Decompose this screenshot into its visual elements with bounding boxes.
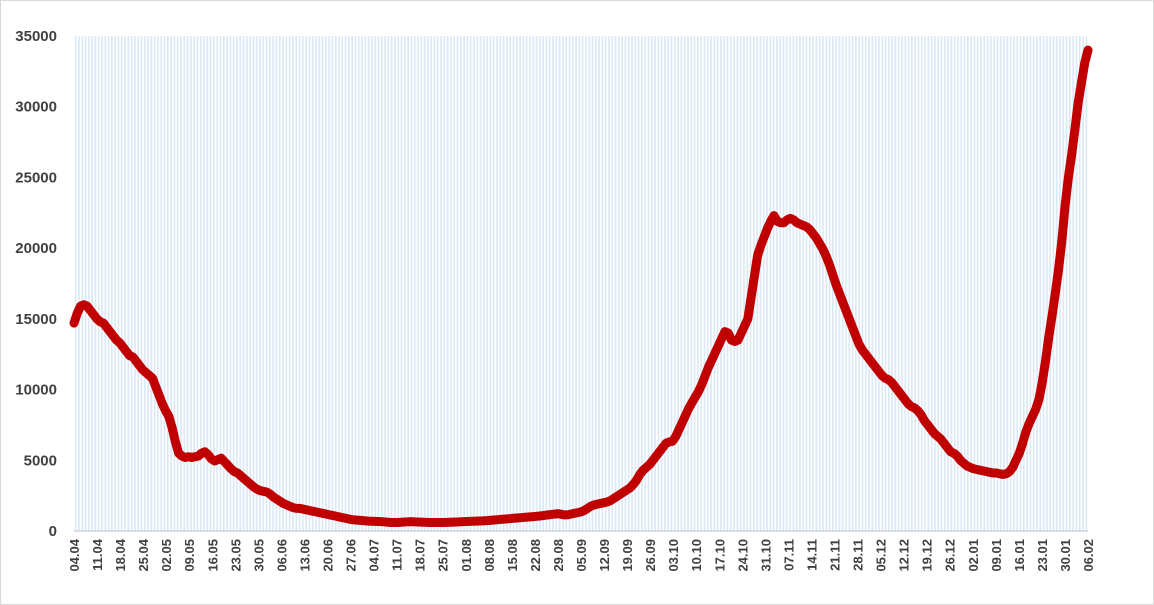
x-tick-label: 23.01 xyxy=(1035,539,1050,572)
x-tick-label: 06.06 xyxy=(274,539,289,572)
x-tick-label: 26.12 xyxy=(943,539,958,572)
x-tick-label: 06.02 xyxy=(1081,539,1096,572)
x-tick-label: 18.04 xyxy=(113,538,128,571)
x-tick-label: 31.10 xyxy=(758,539,773,572)
y-tick-label: 30000 xyxy=(15,99,57,116)
x-tick-label: 29.08 xyxy=(551,539,566,572)
x-tick-label: 24.10 xyxy=(735,539,750,572)
x-tick-label: 16.05 xyxy=(205,539,220,572)
x-tick-label: 12.09 xyxy=(597,539,612,572)
gridlines xyxy=(73,36,1089,531)
x-tick-label: 28.11 xyxy=(851,539,866,571)
x-tick-label: 12.12 xyxy=(897,539,912,572)
x-tick-label: 21.11 xyxy=(828,539,843,571)
x-tick-label: 25.04 xyxy=(136,538,151,571)
y-tick-label: 10000 xyxy=(15,382,57,399)
x-tick-label: 05.09 xyxy=(574,539,589,572)
x-tick-label: 03.10 xyxy=(666,539,681,572)
x-tick-label: 19.09 xyxy=(620,539,635,572)
x-tick-label: 18.07 xyxy=(413,539,428,572)
x-tick-label: 08.08 xyxy=(482,539,497,572)
x-tick-label: 26.09 xyxy=(643,539,658,572)
y-tick-label: 15000 xyxy=(15,311,57,328)
y-axis-ticks: 0 5000 10000 15000 20000 25000 30000 35000 xyxy=(15,28,57,540)
x-tick-label: 04.07 xyxy=(367,539,382,572)
x-tick-label: 20.06 xyxy=(321,539,336,572)
x-tick-label: 09.05 xyxy=(182,539,197,572)
x-tick-label: 07.11 xyxy=(781,539,796,571)
y-tick-label: 35000 xyxy=(15,28,57,45)
x-tick-label: 19.12 xyxy=(920,539,935,572)
y-tick-label: 25000 xyxy=(15,169,57,186)
x-tick-label: 17.10 xyxy=(712,539,727,572)
x-tick-label: 30.05 xyxy=(251,539,266,572)
x-tick-label: 09.01 xyxy=(989,539,1004,572)
x-tick-label: 22.08 xyxy=(528,539,543,572)
x-tick-label: 11.07 xyxy=(390,539,405,571)
x-tick-label: 25.07 xyxy=(436,539,451,572)
x-tick-label: 13.06 xyxy=(297,539,312,572)
x-tick-label: 30.01 xyxy=(1058,539,1073,572)
y-tick-label: 0 xyxy=(49,523,57,540)
x-axis-ticks: 04.04 11.04 18.04 25.04 02.05 09.05 16.05 23.05… xyxy=(67,538,1096,571)
x-tick-label: 14.11 xyxy=(804,539,819,571)
x-tick-label: 15.08 xyxy=(505,539,520,572)
x-tick-label: 01.08 xyxy=(459,539,474,572)
y-tick-label: 20000 xyxy=(15,240,57,257)
x-tick-label: 23.05 xyxy=(228,539,243,572)
x-tick-label: 10.10 xyxy=(689,539,704,572)
series-line xyxy=(69,45,1093,528)
x-tick-label: 27.06 xyxy=(344,539,359,572)
x-tick-label: 11.04 xyxy=(90,538,105,571)
x-tick-label: 02.05 xyxy=(159,539,174,572)
y-tick-label: 5000 xyxy=(24,452,57,469)
x-tick-label: 04.04 xyxy=(67,538,82,571)
x-tick-label: 05.12 xyxy=(874,539,889,572)
x-tick-label: 02.01 xyxy=(966,539,981,572)
x-tick-label: 16.01 xyxy=(1012,539,1027,572)
